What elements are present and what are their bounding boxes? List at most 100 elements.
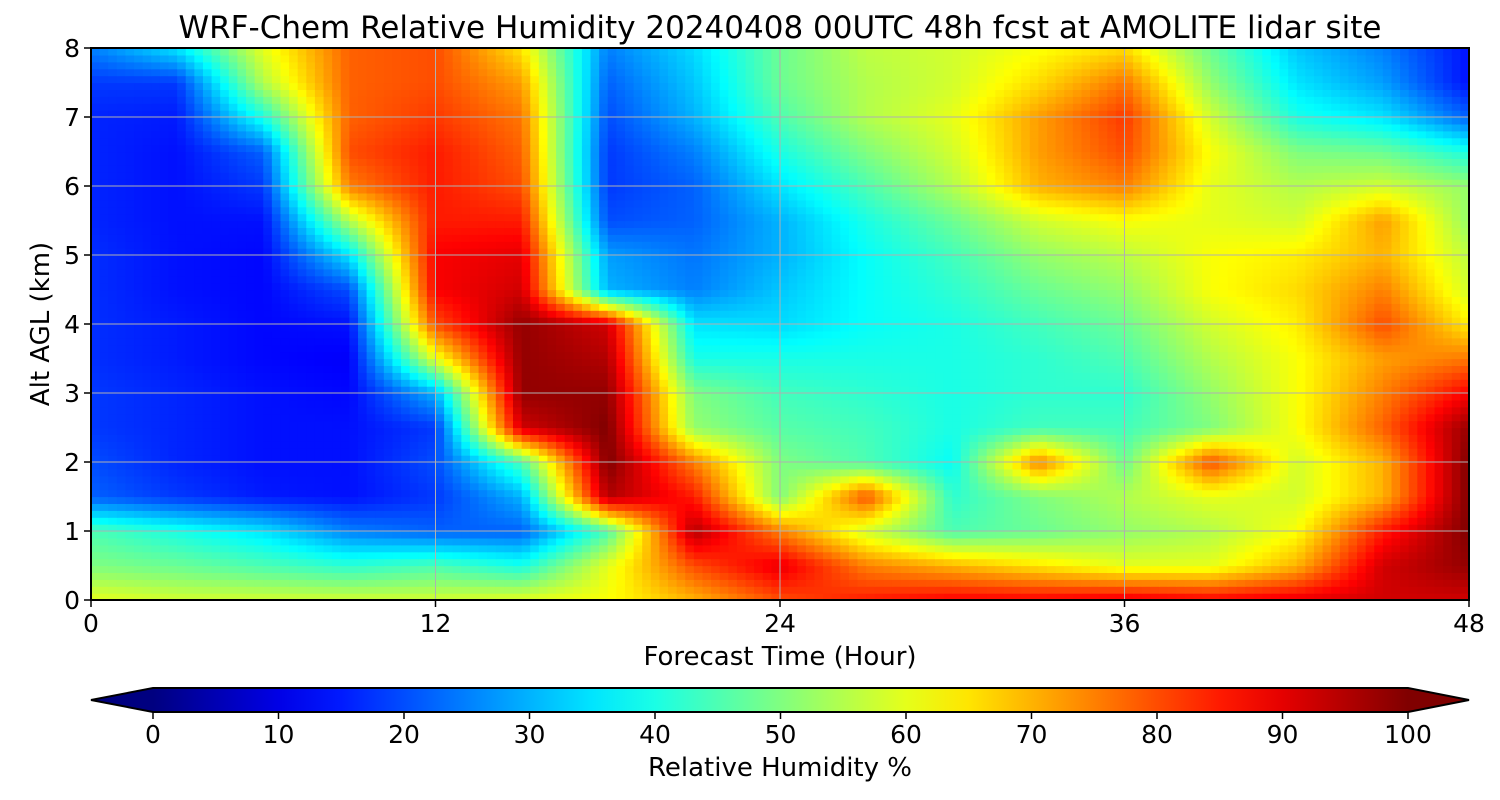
heatmap-cell [624,413,635,422]
heatmap-cell [392,551,402,560]
heatmap-cell [289,503,299,511]
heatmap-cell [530,482,540,491]
heatmap-cell [1210,524,1220,532]
heatmap-cell [797,427,807,435]
heatmap-cell [1322,399,1332,408]
heatmap-cell [556,524,566,532]
heatmap-cell [211,551,221,560]
heatmap-cell [280,489,290,498]
heatmap-cell [659,455,669,463]
heatmap-cell [711,537,721,546]
heatmap-cell [1141,399,1151,408]
heatmap-cell [1348,544,1358,553]
heatmap-cell [1021,593,1031,600]
heatmap-cell [745,579,755,587]
heatmap-cell [99,558,109,567]
heatmap-cell [1434,544,1444,553]
heatmap-cell [1253,531,1263,539]
heatmap-cell [978,406,988,415]
heatmap-cell [349,593,359,600]
heatmap-cell [1451,551,1461,560]
heatmap-cell [840,551,850,560]
heatmap-cell [659,413,669,422]
heatmap-cell [1133,462,1143,470]
heatmap-cell [960,399,971,408]
heatmap-cell [900,468,910,477]
heatmap-cell [444,489,454,498]
heatmap-cell [831,537,841,546]
heatmap-cell [1046,579,1057,587]
heatmap-cell [1107,393,1117,401]
heatmap-cell [1124,386,1134,394]
heatmap-cell [134,517,144,525]
heatmap-cell [1176,448,1186,456]
heatmap-cell [1133,558,1143,567]
heatmap-cell [237,558,247,567]
heatmap-cell [1417,510,1427,518]
heatmap-cell [202,455,213,463]
heatmap-cell [116,558,127,567]
heatmap-cell [1236,441,1246,449]
heatmap-cell [926,517,936,525]
heatmap-cell [693,496,704,504]
heatmap-cell [642,579,652,587]
heatmap-cell [1460,579,1469,587]
heatmap-cell [952,455,962,463]
heatmap-cell [995,441,1005,449]
heatmap-cell [134,579,144,587]
heatmap-cell [228,455,239,463]
heatmap-cell [1021,558,1031,567]
heatmap-cell [1391,565,1401,573]
heatmap-cell [1400,406,1410,415]
heatmap-cell [194,482,204,491]
heatmap-cell [848,406,859,415]
heatmap-cell [1348,517,1358,525]
heatmap-cell [969,489,979,498]
heatmap-cell [1141,462,1151,470]
heatmap-cell [151,551,161,560]
heatmap-cell [340,379,350,387]
heatmap-cell [91,379,101,387]
heatmap-cell [909,503,919,511]
heatmap-cell [314,413,325,422]
heatmap-cell [745,524,755,532]
heatmap-cell [848,386,859,394]
heatmap-cell [418,427,428,435]
heatmap-cell [650,572,661,580]
heatmap-cell [960,434,971,442]
heatmap-cell [108,399,118,408]
heatmap-cell [228,482,239,491]
heatmap-cell [1365,551,1375,560]
heatmap-cell [1270,434,1281,442]
heatmap-cell [702,524,712,532]
heatmap-cell [1331,544,1341,553]
heatmap-cell [280,455,290,463]
heatmap-cell [831,427,841,435]
heatmap-cell [1090,386,1100,394]
heatmap-cell [1176,517,1186,525]
heatmap-cell [1124,537,1134,546]
heatmap-cell [366,406,376,415]
heatmap-cell [952,496,962,504]
heatmap-cell [495,551,505,560]
heatmap-cell [99,462,109,470]
heatmap-cell [1124,524,1134,532]
heatmap-cell [1150,551,1160,560]
heatmap-cell [1391,393,1401,401]
heatmap-cell [1322,579,1332,587]
heatmap-cell [857,399,867,408]
heatmap-cell [168,475,178,484]
heatmap-cell [1003,482,1014,491]
heatmap-cell [487,524,497,532]
heatmap-cell [659,399,669,408]
heatmap-cell [607,475,617,484]
heatmap-cell [297,406,307,415]
heatmap-cell [1313,586,1324,594]
heatmap-cell [728,482,738,491]
heatmap-cell [289,544,299,553]
heatmap-cell [547,510,557,518]
heatmap-cell [142,572,152,580]
heatmap-cell [1296,462,1306,470]
heatmap-cell [952,510,962,518]
heatmap-cell [642,544,652,553]
